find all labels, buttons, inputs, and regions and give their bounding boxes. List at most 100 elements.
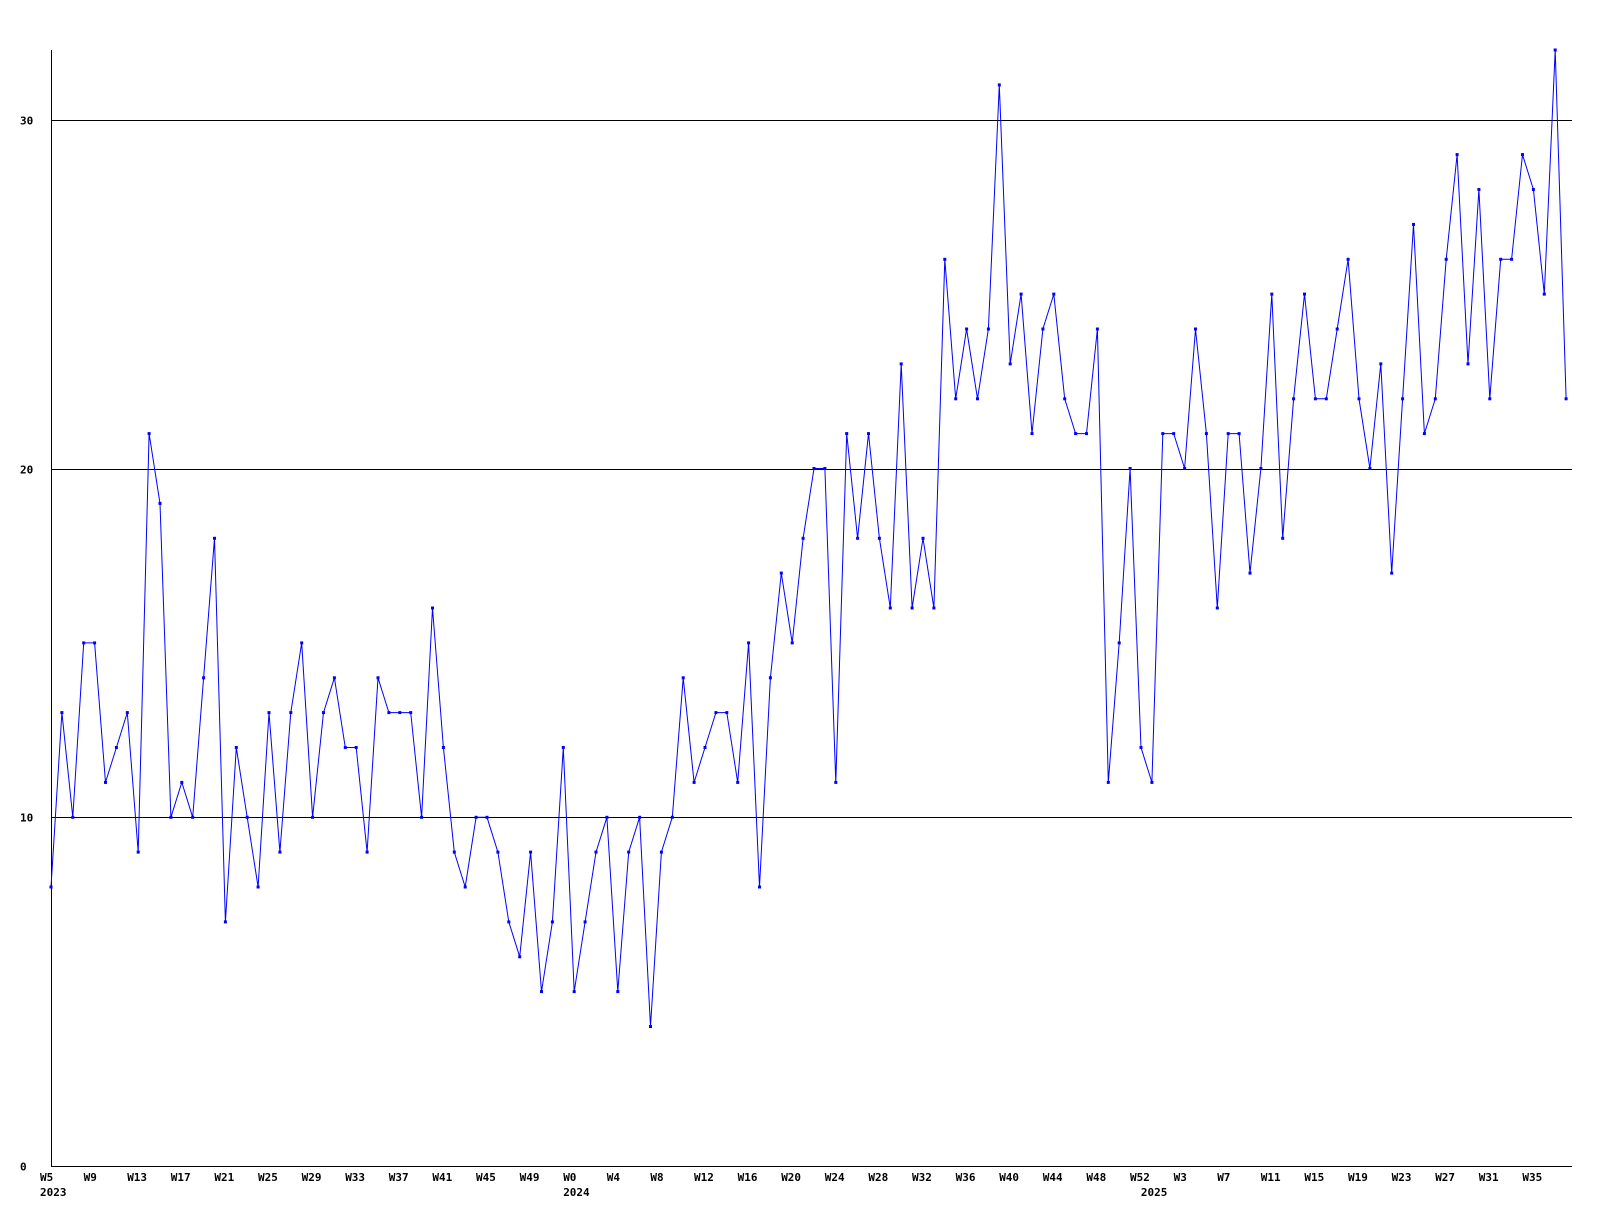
data-point: [856, 536, 860, 540]
x-year-label: 2023: [40, 1186, 67, 1199]
data-point: [1335, 327, 1339, 331]
data-point: [812, 467, 816, 470]
data-point: [1466, 362, 1470, 366]
data-point: [278, 850, 282, 854]
data-point: [1422, 432, 1426, 436]
x-tick-label: W16: [738, 1171, 758, 1184]
data-point: [322, 711, 325, 715]
data-point: [343, 746, 347, 749]
data-point: [507, 920, 511, 924]
data-point: [986, 327, 990, 331]
data-point: [256, 885, 260, 889]
x-tick-label: W48: [1086, 1171, 1106, 1184]
data-point: [1313, 397, 1317, 401]
data-point: [1259, 467, 1263, 470]
data-point: [1019, 292, 1023, 296]
x-tick-label: W35: [1522, 1171, 1542, 1184]
data-point: [834, 780, 838, 784]
data-point: [311, 815, 315, 819]
data-point: [147, 432, 151, 436]
data-point: [158, 501, 162, 505]
data-point: [670, 815, 674, 819]
data-point: [1324, 397, 1328, 401]
data-point: [867, 432, 870, 436]
data-point: [736, 780, 740, 784]
data-point: [1521, 153, 1524, 157]
data-point: [365, 850, 369, 854]
x-tick-label: W24: [825, 1171, 845, 1184]
data-point: [561, 746, 565, 749]
data-point: [441, 746, 445, 749]
data-point: [1346, 257, 1350, 261]
x-tick-label: W17: [171, 1171, 191, 1184]
data-point: [943, 257, 947, 261]
data-point: [136, 850, 140, 854]
x-tick-label: W32: [912, 1171, 932, 1184]
data-point: [223, 920, 227, 924]
data-point: [540, 990, 543, 994]
gridlines: [51, 120, 1572, 818]
x-tick-label: W13: [127, 1171, 147, 1184]
data-point: [779, 571, 783, 575]
data-point: [823, 467, 827, 470]
data-point: [1390, 571, 1394, 575]
data-point: [932, 606, 936, 610]
y-tick-label: 20: [20, 464, 33, 477]
data-point: [725, 711, 729, 715]
x-tick-label: W4: [607, 1171, 621, 1184]
data-point: [1172, 432, 1176, 436]
x-year-label: 2024: [563, 1186, 590, 1199]
data-point: [1270, 292, 1274, 296]
data-point: [1128, 467, 1132, 470]
data-point: [703, 746, 707, 749]
data-point: [474, 815, 478, 819]
x-tick-label: W27: [1435, 1171, 1455, 1184]
x-tick-label: W49: [520, 1171, 540, 1184]
data-point: [965, 327, 969, 331]
y-tick-label: 30: [20, 115, 33, 128]
data-point: [496, 850, 500, 854]
data-point: [747, 641, 751, 645]
data-point: [1477, 188, 1481, 191]
data-point: [213, 536, 216, 540]
data-point: [180, 780, 184, 784]
data-point: [245, 815, 249, 819]
data-point: [1204, 432, 1208, 436]
data-point: [202, 676, 206, 680]
series-weekly: [49, 48, 1568, 1028]
data-point: [71, 815, 75, 819]
data-point: [1379, 362, 1383, 366]
x-tick-label: W44: [1043, 1171, 1063, 1184]
x-tick-label: W52: [1130, 1171, 1150, 1184]
data-point: [431, 606, 434, 610]
data-point: [1183, 467, 1187, 470]
data-point: [1161, 432, 1165, 436]
data-point: [1433, 397, 1437, 401]
x-tick-label: W41: [432, 1171, 452, 1184]
data-point: [485, 815, 489, 819]
data-point: [594, 850, 598, 854]
data-point: [1074, 432, 1078, 436]
data-point: [714, 711, 718, 715]
data-point: [354, 746, 358, 749]
data-point: [550, 920, 554, 924]
x-tick-label: W28: [868, 1171, 888, 1184]
data-point: [1095, 327, 1099, 331]
data-point: [1226, 432, 1230, 436]
data-point: [758, 885, 761, 889]
data-point: [1063, 397, 1067, 401]
data-point: [1215, 606, 1219, 610]
data-point: [1085, 432, 1088, 436]
data-point: [1499, 257, 1503, 261]
data-point: [921, 536, 925, 540]
data-point: [1553, 48, 1557, 52]
data-point: [1281, 536, 1285, 540]
data-point: [638, 815, 642, 819]
data-point: [1150, 780, 1154, 784]
data-point: [1368, 467, 1372, 470]
data-point: [1041, 327, 1045, 331]
data-point: [420, 815, 424, 819]
data-point: [845, 432, 849, 436]
x-tick-label: W5: [40, 1171, 53, 1184]
data-point: [1564, 397, 1568, 401]
